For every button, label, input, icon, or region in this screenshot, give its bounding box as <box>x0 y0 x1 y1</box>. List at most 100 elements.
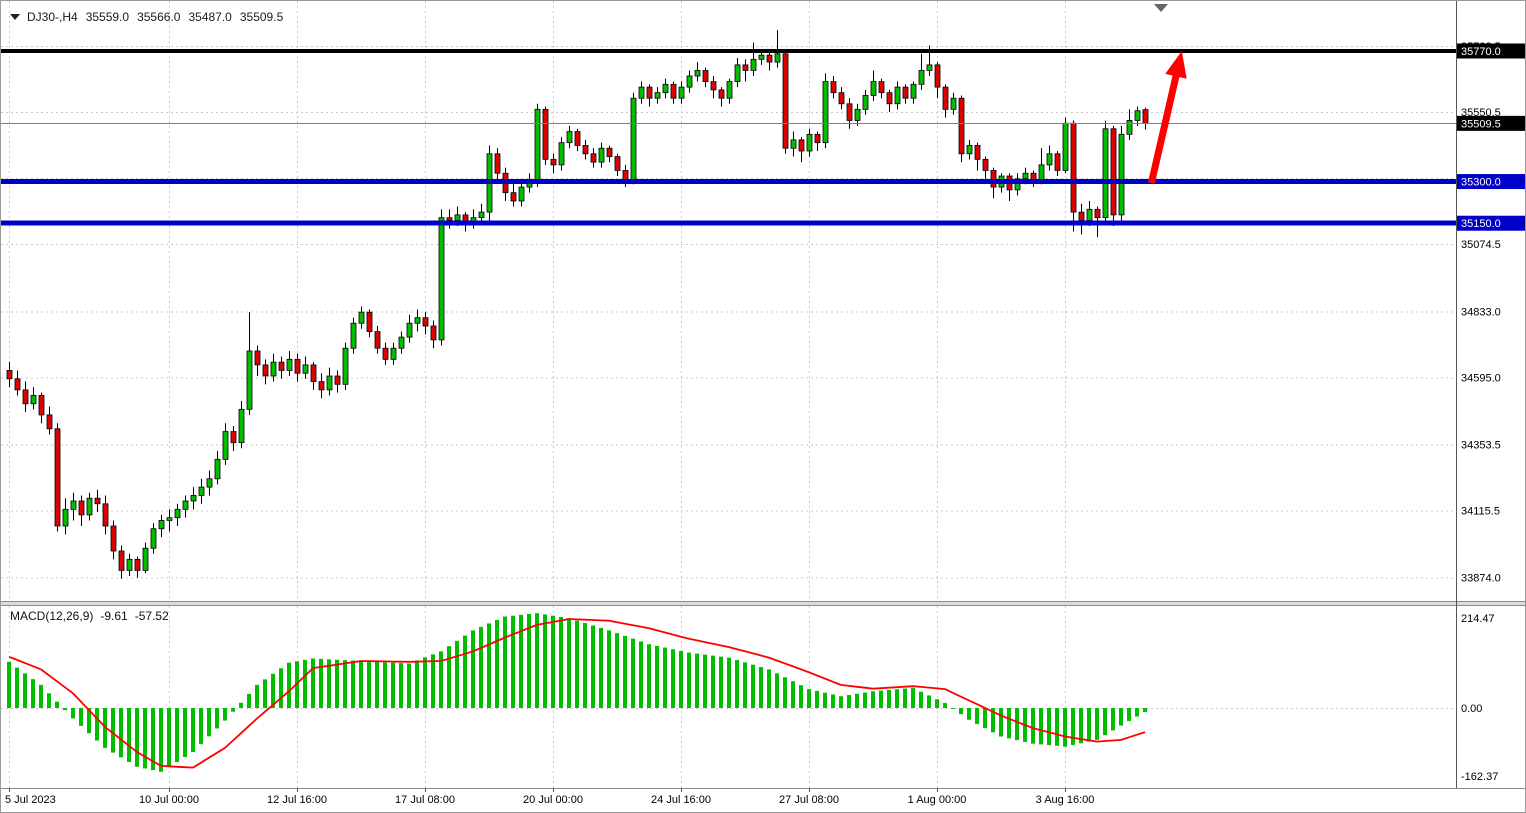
macd-axis-tick: 214.47 <box>1461 613 1495 625</box>
candle-down <box>6 362 13 388</box>
time-axis-label: 1 Aug 00:00 <box>908 794 967 806</box>
candle-up <box>862 89 869 115</box>
svg-text:35300.0: 35300.0 <box>1461 177 1501 189</box>
candle-down <box>254 345 261 376</box>
candle-up <box>70 492 77 521</box>
candle-up <box>694 62 701 82</box>
candle-down <box>110 520 117 560</box>
candle-down <box>38 392 45 424</box>
candle-down <box>1070 120 1077 232</box>
symbol-timeframe-label: DJ30-,H4 <box>27 10 78 24</box>
time-axis-label: 10 Jul 00:00 <box>139 794 199 806</box>
candle-up <box>270 353 277 382</box>
macd-axis-tick: -162.37 <box>1461 771 1498 783</box>
level-lines[interactable] <box>1 49 1456 226</box>
candle-up <box>910 81 917 104</box>
candle-up <box>1126 109 1133 140</box>
candle-up <box>326 367 333 396</box>
time-axis[interactable]: 5 Jul 2023 10 Jul 00:00 12 Jul 16:00 17 Jul… <box>5 788 1094 806</box>
candle-up <box>286 351 293 376</box>
price-axis-tick: 34833.0 <box>1461 306 1501 318</box>
candle-up <box>822 73 829 149</box>
candle-down <box>318 373 325 399</box>
candle-up <box>86 492 93 521</box>
panel-separators[interactable] <box>1 1 1526 789</box>
candle-up <box>142 542 149 574</box>
candle-up <box>190 487 197 510</box>
candle-down <box>574 128 581 151</box>
chart-shift-marker-icon[interactable] <box>1154 4 1168 12</box>
price-axis-tick: 35074.5 <box>1461 239 1501 251</box>
time-axis-label: 5 Jul 2023 <box>5 794 56 806</box>
candle-up <box>486 145 493 224</box>
candle-down <box>262 359 269 385</box>
candle-down <box>958 95 965 163</box>
candle-down <box>702 67 709 88</box>
candle-up <box>894 81 901 110</box>
candle-up <box>1102 120 1109 224</box>
candle-up <box>750 42 757 76</box>
candle-down <box>942 84 949 118</box>
candle-up <box>126 553 133 576</box>
candle-down <box>710 76 717 99</box>
candle-down <box>934 62 941 99</box>
candle-down <box>1030 170 1037 188</box>
candle-up <box>398 331 405 354</box>
candle-up <box>1118 126 1125 221</box>
candle-down <box>374 326 381 354</box>
candle-up <box>598 142 605 168</box>
one-click-trading-collapse-icon[interactable] <box>10 14 20 20</box>
candle-down <box>614 153 621 176</box>
svg-text:35150.0: 35150.0 <box>1461 218 1501 230</box>
candle-down <box>102 495 109 535</box>
candle-down <box>294 353 301 382</box>
candle-down <box>54 423 61 532</box>
candle-up <box>206 470 213 496</box>
candle-down <box>542 106 549 165</box>
price-badge-current <box>1457 115 1525 131</box>
candle-down <box>782 51 789 154</box>
candle-down <box>502 167 509 201</box>
candle-up <box>214 451 221 485</box>
candle-up <box>950 92 957 115</box>
candle-down <box>590 148 597 168</box>
candle-up <box>182 495 189 518</box>
macd-axis-tick: 0.00 <box>1461 703 1482 715</box>
candle-up <box>350 317 357 354</box>
candle-down <box>718 87 725 107</box>
candle-down <box>430 320 437 349</box>
candle-down <box>606 145 613 163</box>
macd-axis-labels[interactable]: 214.47 0.00 -162.37 <box>1461 613 1498 783</box>
candle-up <box>222 423 229 465</box>
bullish-arrow-annotation[interactable] <box>1147 51 1187 184</box>
ohlc-open-value: 35559.0 <box>85 10 130 24</box>
svg-text:35770.0: 35770.0 <box>1461 46 1501 58</box>
candle-up <box>302 356 309 379</box>
candle-down <box>446 209 453 229</box>
candle-up <box>686 70 693 93</box>
candle-down <box>846 98 853 129</box>
candle-down <box>382 342 389 365</box>
candle-up <box>390 342 397 365</box>
candle-down <box>422 312 429 335</box>
candle-down <box>550 153 557 174</box>
candle-up <box>414 309 421 332</box>
candle-up <box>806 128 813 157</box>
candle-down <box>982 156 989 179</box>
candle-down <box>670 81 677 104</box>
candle-up <box>1038 148 1045 185</box>
candle-up <box>198 478 205 504</box>
candle-down <box>974 142 981 171</box>
candle-up <box>638 81 645 104</box>
price-axis-tick: 34595.0 <box>1461 372 1501 384</box>
candle-up <box>1046 145 1053 171</box>
price-badge-resistance-35770 <box>1457 43 1525 59</box>
candle-down <box>814 131 821 151</box>
candle-down <box>766 52 773 71</box>
ohlc-close-value: 35509.5 <box>239 10 284 24</box>
candle-up <box>662 78 669 99</box>
candle-down <box>1054 151 1061 176</box>
candle-up <box>238 401 245 449</box>
candle-up <box>558 137 565 171</box>
